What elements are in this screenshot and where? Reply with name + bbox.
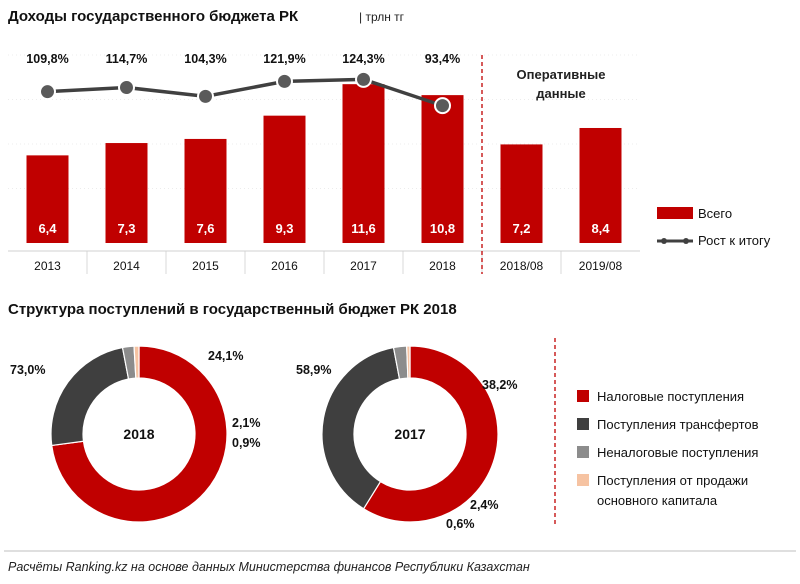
legend-tax-label: Налоговые поступления — [597, 389, 744, 404]
growth-value-label: 121,9% — [263, 52, 305, 66]
donut-slice — [133, 345, 140, 379]
slice-value-label: 38,2% — [482, 378, 517, 392]
donut-slice — [50, 346, 130, 447]
legend-growth-marker-right — [683, 238, 689, 244]
growth-marker — [276, 72, 293, 90]
legend-capital-sales-line: основного капитала — [597, 493, 718, 508]
growth-value-label: 124,3% — [342, 52, 384, 66]
bar-2018 — [421, 95, 464, 243]
donut-center-label: 2017 — [394, 426, 425, 442]
slice-value-label: 73,0% — [10, 363, 45, 377]
legend-nontax-label: Неналоговые поступления — [597, 445, 758, 460]
growth-marker — [118, 79, 135, 97]
bar-value-label: 7,3 — [117, 221, 135, 236]
donut-legend: Налоговые поступления Поступления трансф… — [577, 389, 759, 508]
x-tick-label: 2013 — [34, 259, 61, 273]
legend-total-swatch — [657, 207, 693, 219]
slice-value-label: 0,6% — [446, 517, 475, 531]
slice-value-label: 2,1% — [232, 416, 261, 430]
growth-marker — [39, 83, 56, 101]
growth-line — [47, 77, 444, 108]
slice-value-label: 58,9% — [296, 363, 331, 377]
bar-2015 — [184, 138, 227, 243]
operational-data-label: данные — [536, 86, 586, 101]
bar-2016 — [263, 115, 306, 243]
legend-transfers-label: Поступления трансфертов — [597, 417, 759, 432]
growth-value-label: 93,4% — [425, 52, 460, 66]
x-tick-label: 2017 — [350, 259, 377, 273]
legend-tax-swatch — [577, 390, 589, 402]
slice-value-label: 24,1% — [208, 349, 243, 363]
x-tick-label: 2018 — [429, 259, 456, 273]
bar-value-label: 8,4 — [591, 221, 610, 236]
legend-capital-sales-line: Поступления от продажи — [597, 473, 748, 488]
bar-value-label: 6,4 — [38, 221, 57, 236]
bar-chart-unit: | трлн тг — [359, 10, 405, 24]
legend-transfers-swatch — [577, 418, 589, 430]
legend-nontax-swatch — [577, 446, 589, 458]
donut-center-label: 2018 — [123, 426, 154, 442]
growth-value-label: 114,7% — [106, 52, 148, 66]
legend-capital-sales-swatch — [577, 474, 589, 486]
bar-2017 — [342, 84, 385, 244]
operational-data-label: Оперативные — [517, 67, 606, 82]
bar-2013 — [26, 155, 69, 243]
growth-value-label: 109,8% — [26, 52, 68, 66]
growth-marker — [197, 87, 214, 105]
bar-value-label: 11,6 — [351, 221, 376, 236]
legend-growth-marker-left — [661, 238, 667, 244]
legend-capital-sales-label: Поступления от продажи основного капитала — [597, 473, 748, 508]
x-tick-label: 2018/08 — [500, 259, 544, 273]
x-tick-label: 2019/08 — [579, 259, 623, 273]
x-tick-label: 2014 — [113, 259, 140, 273]
source-note: Расчёты Ranking.kz на основе данных Мини… — [8, 560, 530, 574]
bar-value-label: 7,2 — [512, 221, 530, 236]
donut-section-title: Структура поступлений в государственный … — [8, 301, 457, 318]
bar-value-label: 9,3 — [275, 221, 293, 236]
donut-2018: 73,0% 24,1% 2,1% 0,9% 2018 — [10, 345, 261, 523]
bar-2014 — [105, 143, 148, 243]
bar-2019/08 — [579, 127, 622, 243]
growth-value-label: 104,3% — [184, 52, 226, 66]
bar-chart-title: Доходы государственного бюджета РК — [8, 8, 299, 25]
growth-marker — [434, 97, 451, 115]
bar-chart: 6,4 2013 7,3 2014 7,6 2015 9,3 2016 11,6 2017 10,8… — [8, 52, 640, 274]
x-tick-label: 2015 — [192, 259, 219, 273]
donut-slice — [362, 345, 499, 523]
bar-value-label: 7,6 — [196, 221, 214, 236]
growth-marker — [355, 70, 372, 88]
donut-slice — [321, 346, 401, 510]
slice-value-label: 0,9% — [232, 436, 261, 450]
x-tick-label: 2016 — [271, 259, 298, 273]
donut-slice — [406, 345, 411, 379]
legend-total-label: Всего — [698, 206, 732, 221]
bar-legend: Всего Рост к итогу — [657, 206, 771, 248]
legend-growth-label: Рост к итогу — [698, 233, 771, 248]
bar-value-label: 10,8 — [430, 221, 455, 236]
slice-value-label: 2,4% — [470, 498, 499, 512]
bar-2018/08 — [500, 144, 543, 243]
donut-slice — [51, 345, 228, 523]
donut-2017: 58,9% 38,2% 2,4% 0,6% 2017 — [296, 345, 517, 531]
